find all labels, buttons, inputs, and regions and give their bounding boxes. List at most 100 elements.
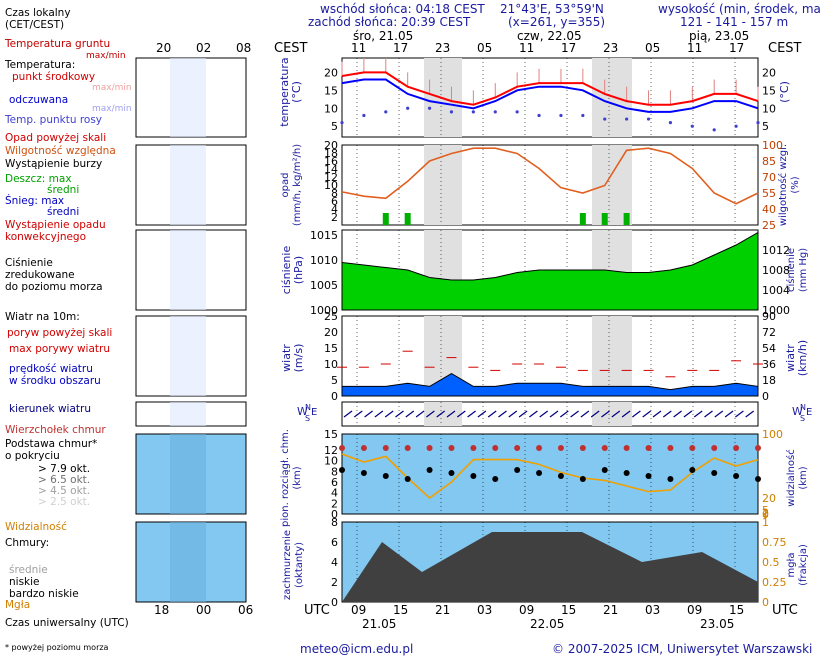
legend-pressure: Ciśnienie zredukowane do poziomu morza [5, 257, 103, 293]
legend-column: Czas lokalny (CET/CEST) Temperatura grunt… [4, 7, 132, 652]
utc-left: UTC [304, 603, 330, 618]
dir-e-left: E [311, 407, 317, 418]
wind-arrow-30 [652, 410, 662, 418]
tick-wind-l-5: 25 [324, 310, 338, 323]
wind-arrow-9 [436, 410, 446, 418]
cloud-base-dot-4 [426, 467, 433, 473]
cloud-top-dot-15 [667, 445, 674, 451]
dew-point-14 [646, 117, 651, 121]
tick-windkmh-r-4: 72 [762, 326, 776, 339]
tick-hum-r-5: 100 [762, 139, 783, 152]
wind-arrow-4 [384, 410, 394, 418]
footer-copyright: © 2007-2025 ICM, Uniwersytet Warszawski [552, 642, 812, 656]
cloud-base-dot-6 [470, 473, 477, 479]
pressure-area [341, 231, 759, 311]
legend-night-1 [170, 145, 206, 225]
cloud-top-dot-13 [623, 445, 630, 451]
dew-point-1 [362, 113, 366, 118]
wind-arrow-3 [374, 410, 384, 418]
legend-fog: Mgła [5, 599, 30, 611]
legend-high: wysokie [12, 551, 54, 563]
tick-temp-l-1: 10 [324, 102, 338, 115]
cloud-base-dot-8 [514, 467, 521, 473]
tick-hum-r-3: 70 [762, 171, 776, 184]
cloud-top-dot-7 [492, 445, 499, 451]
tick-press-l-1: 1005 [310, 279, 338, 292]
hour-label-utc-9: 15 [729, 603, 744, 617]
tick-wind-l-3: 15 [324, 342, 338, 355]
tick-windkmh-r-3: 54 [762, 342, 776, 355]
dir-w-right: W [792, 405, 803, 418]
tick-windkmh-r-5: 90 [762, 310, 776, 323]
temp-axis-label: temperatura(°C) [278, 57, 303, 126]
tick-precip-l-2: 6 [331, 195, 338, 208]
tick-press-l-3: 1015 [310, 229, 338, 242]
sunset-text: zachód słońca: 20:39 CEST [308, 15, 471, 29]
tick-cloud-l-0: 0 [331, 508, 338, 521]
legend-rain-avg: średni [47, 184, 79, 196]
dew-point-9 [537, 113, 541, 118]
grid-text: (x=261, y=355) [508, 15, 605, 29]
hour-label-cest-5: 17 [561, 41, 576, 55]
wind-arrow-11 [456, 410, 466, 418]
wind-arrow-12 [467, 410, 476, 418]
tick-precip-l-3: 8 [331, 187, 338, 200]
tick-windkmh-r-2: 36 [762, 358, 776, 371]
cloud-base-dot-14 [645, 473, 652, 479]
wind-arrow-27 [621, 410, 631, 418]
tick-cloud-l-1: 2 [331, 497, 338, 510]
rain-bar-4 [623, 213, 630, 225]
panel-bg-0 [341, 57, 759, 138]
visibility-line [341, 453, 759, 500]
hour-label-utc-2: 21 [435, 603, 450, 617]
tick-cover-l-2: 4 [331, 556, 338, 569]
tick-temp-l-0: 5 [331, 120, 338, 133]
legend-mid: średnie [9, 564, 48, 576]
legend-hour-utc-0: 18 [154, 603, 169, 617]
legend-soil-sub: max/min [86, 51, 126, 61]
cloud-base-dot-12 [601, 467, 608, 473]
legend-soil: Temperatura gruntu [4, 38, 110, 50]
hour-label-cest-6: 23 [603, 41, 618, 55]
wind-arrow-0 [343, 410, 353, 418]
tick-vis-r-0: 0 [762, 508, 769, 521]
cloud-base-dot-5 [448, 470, 455, 476]
tick-vis-r-4: 20 [762, 492, 776, 505]
legend-okt45: > 4.5 okt. [38, 485, 90, 497]
wind-arrow-1 [353, 410, 363, 418]
wind-arrow-16 [508, 410, 518, 418]
wind-arrow-20 [549, 410, 559, 418]
humidity-line [341, 147, 759, 205]
cloud-top-dot-19 [755, 445, 761, 451]
hour-label-cest-9: 17 [729, 41, 744, 55]
tick-temp-r-2: 15 [762, 84, 776, 97]
wind-arrow-36 [714, 410, 724, 418]
footer-email[interactable]: meteo@icm.edu.pl [300, 642, 413, 656]
legend-clouds: Chmury: [5, 537, 49, 549]
tick-pressmm-r-2: 1008 [762, 264, 790, 277]
tick-cloud-l-4: 8 [331, 465, 338, 478]
tick-pressmm-r-1: 1004 [762, 284, 790, 297]
temp-axis-right-label: (°C) [778, 81, 791, 103]
cloud-cover-area [342, 532, 758, 602]
legend-cloud-top: Wierzchołek chmur [5, 424, 106, 436]
legend-timezone: Czas lokalny (CET/CEST) [5, 7, 71, 31]
tick-cloud-l-3: 6 [331, 476, 338, 489]
visibility-axis-label: widzialność(km) [785, 449, 809, 506]
legend-night-6 [170, 522, 206, 602]
tick-temp-l-2: 15 [324, 84, 338, 97]
cest-left: CEST [274, 41, 308, 56]
cloud-base-dot-3 [404, 476, 411, 482]
rain-bar-3 [601, 213, 608, 225]
altitude-title: wysokość (min, środek, max) [658, 2, 820, 16]
tick-precip-l-4: 10 [324, 179, 338, 192]
tick-precip-l-5: 12 [324, 171, 338, 184]
cloud-top-dot-18 [733, 445, 740, 451]
wind-arrow-28 [632, 410, 641, 418]
tick-fog-r-4: 1 [762, 516, 769, 529]
altitude-values: 121 - 141 - 157 m [680, 15, 788, 29]
tick-wind-l-1: 5 [331, 374, 338, 387]
wind-arrow-5 [395, 410, 404, 418]
legend-wind-dir: kierunek wiatru [9, 403, 91, 415]
wind-arrow-32 [673, 410, 682, 418]
